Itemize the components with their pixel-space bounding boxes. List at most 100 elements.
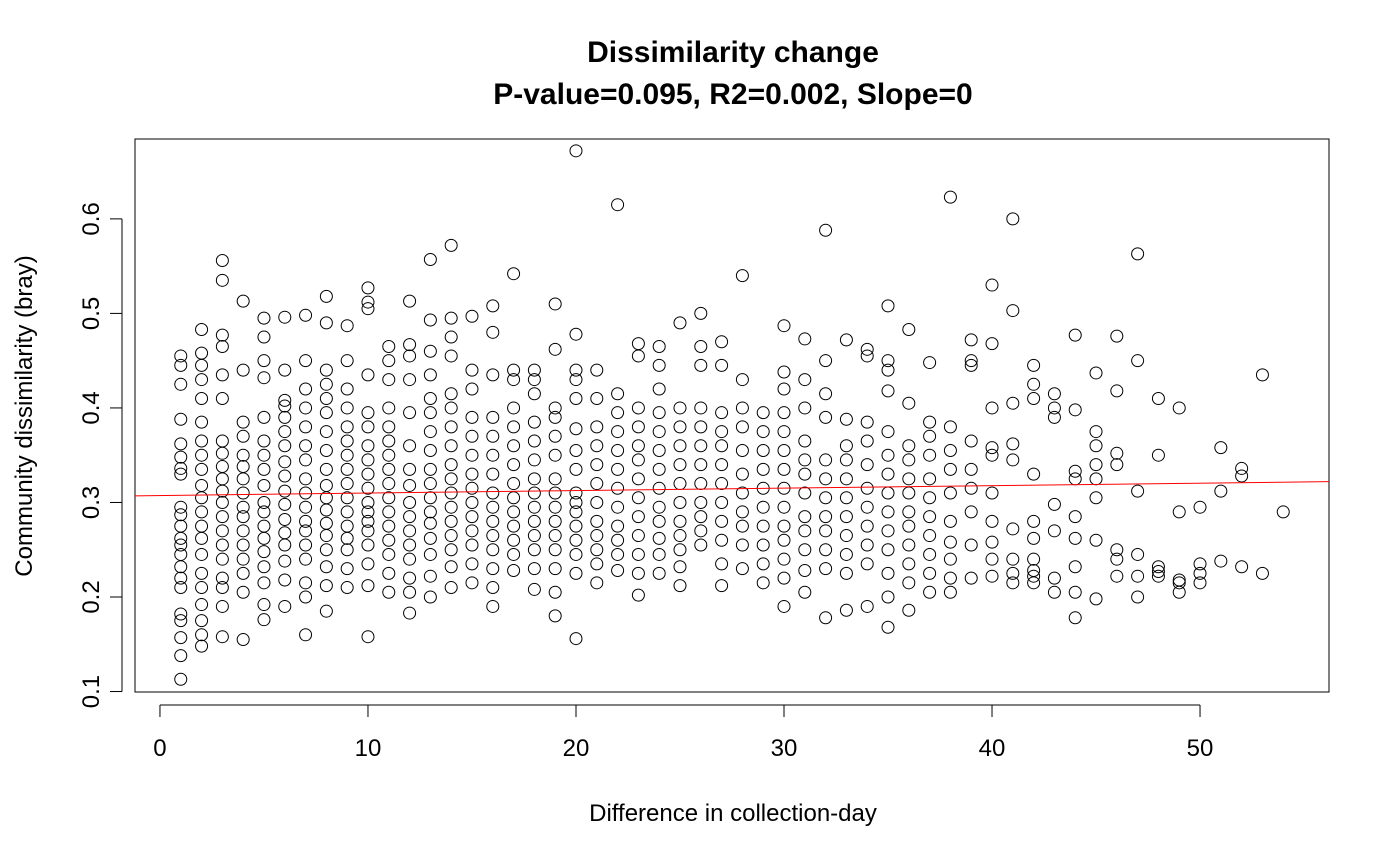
data-point: [382, 354, 396, 368]
data-point: [1193, 500, 1207, 514]
data-point: [382, 585, 396, 599]
data-point: [1027, 467, 1041, 481]
data-point: [423, 443, 437, 457]
data-point: [507, 401, 521, 415]
data-point: [423, 406, 437, 420]
data-point: [486, 486, 500, 500]
data-point: [236, 294, 250, 308]
data-point: [444, 238, 458, 252]
data-point: [361, 467, 375, 481]
data-point: [340, 434, 354, 448]
data-point: [527, 387, 541, 401]
data-point: [299, 590, 313, 604]
data-point: [299, 354, 313, 368]
data-point: [444, 401, 458, 415]
data-point: [985, 552, 999, 566]
data-point: [361, 439, 375, 453]
data-point: [777, 571, 791, 585]
data-point: [1131, 354, 1145, 368]
data-point: [673, 495, 687, 509]
data-point: [569, 632, 583, 646]
data-point: [465, 309, 479, 323]
data-point: [527, 562, 541, 576]
data-point: [507, 533, 521, 547]
data-point: [236, 552, 250, 566]
data-point: [257, 330, 271, 344]
data-point: [236, 633, 250, 647]
data-point: [1110, 446, 1124, 460]
data-point: [631, 337, 645, 351]
data-point: [361, 420, 375, 434]
data-point: [923, 529, 937, 543]
data-point: [423, 368, 437, 382]
data-point: [278, 425, 292, 439]
data-point: [673, 514, 687, 528]
data-point: [361, 524, 375, 538]
data-point: [465, 467, 479, 481]
data-point: [507, 458, 521, 472]
data-point: [611, 547, 625, 561]
data-point: [611, 387, 625, 401]
data-point: [299, 500, 313, 514]
data-point: [735, 538, 749, 552]
data-point: [1214, 554, 1228, 568]
data-point: [652, 425, 666, 439]
data-point: [735, 420, 749, 434]
data-point: [236, 566, 250, 580]
data-point: [361, 281, 375, 295]
x-tick-label: 0: [153, 735, 166, 762]
data-point: [756, 519, 770, 533]
data-point: [195, 322, 209, 336]
data-point: [715, 439, 729, 453]
data-point: [382, 477, 396, 491]
data-point: [257, 354, 271, 368]
data-point: [611, 481, 625, 495]
data-point: [299, 576, 313, 590]
data-point: [444, 486, 458, 500]
y-tick-label: 0.1: [78, 675, 105, 708]
data-point: [569, 391, 583, 405]
data-point: [527, 514, 541, 528]
data-point: [319, 406, 333, 420]
data-point: [278, 363, 292, 377]
data-point: [340, 462, 354, 476]
data-point: [715, 533, 729, 547]
data-point: [777, 533, 791, 547]
data-point: [444, 420, 458, 434]
data-point: [590, 543, 604, 557]
data-point: [340, 581, 354, 595]
data-point: [278, 512, 292, 526]
data-point: [1214, 484, 1228, 498]
data-point: [257, 505, 271, 519]
data-point: [195, 346, 209, 360]
data-point: [548, 410, 562, 424]
data-point: [777, 406, 791, 420]
data-point: [195, 639, 209, 653]
data-point: [777, 443, 791, 457]
data-point: [319, 478, 333, 492]
data-point: [839, 472, 853, 486]
data-point: [923, 510, 937, 524]
data-point: [382, 519, 396, 533]
x-tick-label: 40: [979, 735, 1006, 762]
data-point: [964, 538, 978, 552]
data-point: [215, 273, 229, 287]
data-point: [985, 569, 999, 583]
data-point: [590, 576, 604, 590]
data-point: [735, 373, 749, 387]
data-point: [444, 330, 458, 344]
data-point: [174, 467, 188, 481]
data-point: [839, 439, 853, 453]
data-point: [943, 535, 957, 549]
data-point: [902, 603, 916, 617]
data-point: [943, 420, 957, 434]
data-point: [195, 462, 209, 476]
data-point: [423, 253, 437, 267]
data-point: [1089, 592, 1103, 606]
data-point: [444, 581, 458, 595]
data-point: [1151, 560, 1165, 574]
data-point: [756, 443, 770, 457]
data-point: [195, 519, 209, 533]
data-point: [257, 598, 271, 612]
data-point: [403, 552, 417, 566]
